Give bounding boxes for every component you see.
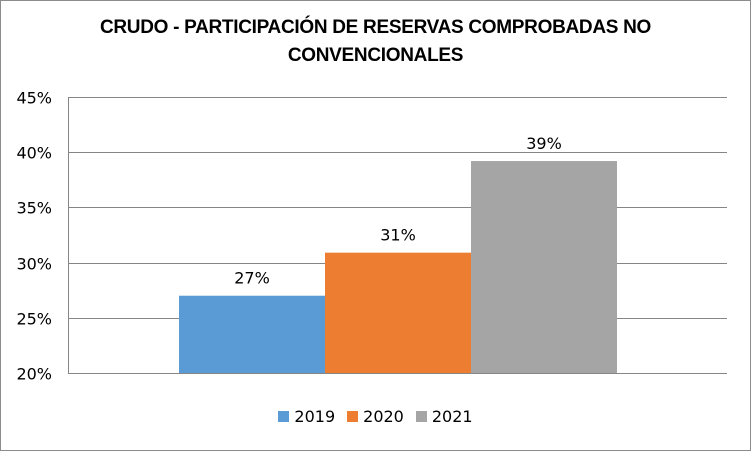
bars bbox=[179, 161, 617, 373]
data-label-2021: 39% bbox=[526, 134, 562, 153]
legend-label: 2020 bbox=[363, 407, 404, 426]
data-label-2020: 31% bbox=[380, 226, 416, 245]
legend-label: 2021 bbox=[431, 407, 473, 426]
chart-title-line-2: CONVENCIONALES bbox=[287, 45, 464, 66]
legend-swatch bbox=[347, 411, 359, 422]
data-labels: 27% 31% 39% bbox=[234, 134, 562, 288]
chart-title: CRUDO - PARTICIPACIÓN DE RESERVAS COMPRO… bbox=[0, 14, 751, 70]
y-tick-label: 35% bbox=[16, 199, 52, 218]
y-tick-label: 45% bbox=[16, 89, 52, 108]
legend-swatch bbox=[278, 411, 290, 422]
legend-item-2021: 2021 bbox=[415, 407, 473, 426]
legend-item-2020: 2020 bbox=[347, 407, 404, 426]
y-tick-label: 30% bbox=[16, 255, 52, 274]
chart-title-line-1: CRUDO - PARTICIPACIÓN DE RESERVAS COMPRO… bbox=[99, 17, 652, 38]
legend: 2019 2020 2021 bbox=[0, 407, 751, 426]
data-label-2019: 27% bbox=[234, 269, 270, 288]
legend-label: 2019 bbox=[294, 407, 336, 426]
bar-2020 bbox=[325, 252, 471, 373]
y-tick-label: 40% bbox=[16, 144, 52, 163]
y-tick-label: 25% bbox=[16, 310, 52, 329]
bar-2021 bbox=[471, 161, 617, 373]
bar-2019 bbox=[179, 295, 325, 373]
y-axis-tick-labels: 20% 25% 30% 35% 40% 45% bbox=[16, 89, 52, 384]
legend-swatch bbox=[415, 411, 427, 422]
y-tick-label: 20% bbox=[16, 365, 52, 384]
legend-item-2019: 2019 bbox=[278, 407, 335, 426]
